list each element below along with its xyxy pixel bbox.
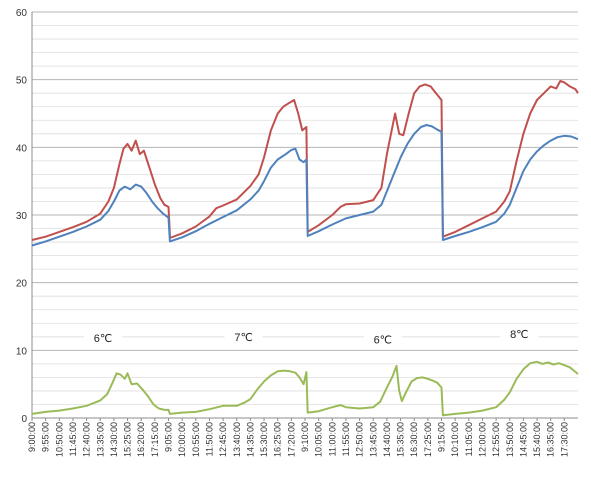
series-lines [31,80,579,417]
x-tick-label: 16:30:00 [409,422,419,457]
x-tick-label: 13:35:00 [95,422,105,457]
x-tick-label: 11:45:00 [68,422,78,456]
series-line-2 [31,124,579,247]
x-tick-label: 15:30:00 [259,422,269,457]
x-tick-label: 17:20:00 [286,422,296,457]
annotation-box [500,325,539,343]
y-axis-tick-labels: 0 10 20 30 40 50 60 [16,8,28,425]
x-tick-label: 15:25:00 [123,422,133,457]
gridlines [32,11,578,419]
x-tick-label: 10:10:00 [450,422,460,457]
x-tick-label: 15:40:00 [532,422,542,457]
x-tick-label: 11:55:00 [341,422,351,456]
x-tick-label: 13:40:00 [232,422,242,457]
annotation-label: 7℃ [234,332,252,344]
x-tick-label: 13:45:00 [368,422,378,457]
x-tick-label: 11:05:00 [464,422,474,456]
annotation-label: 6℃ [94,333,112,345]
x-tick-label: 9:15:00 [437,422,447,452]
x-tick-label: 9:10:00 [300,422,310,452]
x-tick-label: 10:05:00 [314,422,324,457]
x-tick-label: 14:35:00 [245,422,255,457]
x-tick-label: 14:45:00 [518,422,528,457]
x-tick-label: 10:55:00 [191,422,201,457]
x-axis-tick-labels: 9:00:00 9:55:00 10:50:00 11:45:00 12:40:00 13… [27,422,569,457]
x-tick-label: 17:30:00 [559,422,569,457]
x-tick-label: 17:25:00 [423,422,433,457]
x-tick-label: 12:40:00 [82,422,92,457]
x-tick-label: 10:00:00 [177,422,187,457]
annotation-label: 6℃ [374,335,392,347]
annotation-box [224,327,263,345]
x-tick-label: 11:50:00 [204,422,214,456]
x-tick-label: 12:50:00 [355,422,365,457]
series-line-3 [31,360,579,417]
x-tick-label: 14:30:00 [109,422,119,457]
x-tick-label: 9:55:00 [41,422,51,452]
x-tick-label: 12:45:00 [218,422,228,457]
y-tick-label: 50 [16,76,28,87]
x-tick-label: 15:35:00 [396,422,406,457]
x-tick-label: 16:20:00 [136,422,146,457]
x-tick-label: 10:50:00 [54,422,64,457]
x-tick-label: 13:50:00 [505,422,515,457]
annotation-label: 8℃ [510,329,528,341]
x-tick-label: 12:00:00 [477,422,487,457]
annotation-box [83,329,122,347]
x-tick-label: 16:25:00 [273,422,283,457]
y-tick-label: 0 [21,414,27,425]
x-tick-label: 9:00:00 [27,422,37,452]
x-tick-label: 14:40:00 [382,422,392,457]
y-tick-label: 20 [16,279,28,290]
y-tick-label: 60 [16,8,28,19]
x-tick-label: 11:00:00 [327,422,337,456]
x-tick-label: 16:35:00 [546,422,556,457]
x-tick-label: 12:55:00 [491,422,501,457]
temperature-annotations: 6℃ 7℃ 6℃ 8℃ [83,325,539,348]
y-tick-label: 30 [16,211,28,222]
x-tick-label: 9:05:00 [164,422,174,452]
x-tick-label: 17:15:00 [150,422,160,457]
axes [31,12,578,421]
y-tick-label: 10 [16,346,28,357]
y-tick-label: 40 [16,143,28,154]
annotation-box [363,330,402,348]
